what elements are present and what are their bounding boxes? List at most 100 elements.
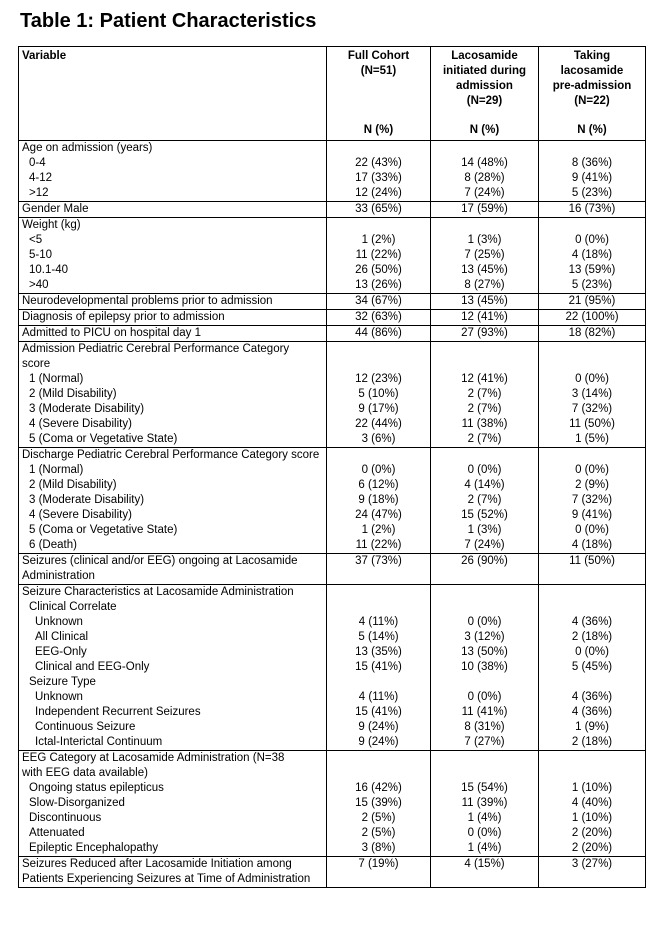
table-row: Unknown 4 (11%) 0 (0%) 4 (36%) [19, 615, 646, 630]
row-label: Admission Pediatric Cerebral Performance… [22, 343, 290, 370]
cell-value [326, 675, 431, 690]
table-group: Seizure Characteristics at Lacosamide Ad… [18, 584, 646, 751]
table-row: 4-12 17 (33%) 8 (28%) 9 (41%) [19, 171, 646, 186]
cell-value: 4 (11%) [326, 615, 431, 630]
cell-value: 15 (54%) [430, 781, 539, 796]
table-row: Unknown 4 (11%) 0 (0%) 4 (36%) [19, 690, 646, 705]
cell-value [430, 600, 539, 615]
row-label: All Clinical [35, 631, 89, 643]
cell-value: 1 (9%) [538, 720, 646, 735]
cell-value [326, 341, 431, 372]
patient-characteristics-table: Variable Full Cohort (N=51) N (%) Lacosa… [18, 46, 646, 888]
cell-value [430, 750, 539, 781]
cell-value: 18 (82%) [538, 325, 646, 342]
table-row: 5-10 11 (22%) 7 (25%) 4 (18%) [19, 248, 646, 263]
table-group: Seizures Reduced after Lacosamide Initia… [18, 856, 646, 888]
cell-value: 12 (24%) [326, 186, 431, 202]
cell-value: 16 (73%) [538, 201, 646, 218]
table-row: 10.1-40 26 (50%) 13 (45%) 13 (59%) [19, 263, 646, 278]
cell-value: 8 (27%) [430, 278, 539, 294]
column-title: Taking lacosamide pre-admission (N=22) [552, 50, 632, 107]
table-group: EEG Category at Lacosamide Administratio… [18, 750, 646, 857]
cell-value: 9 (41%) [538, 171, 646, 186]
row-label: Continuous Seizure [35, 721, 136, 733]
column-header-variable: Variable [22, 50, 67, 62]
table-row: Attenuated 2 (5%) 0 (0%) 2 (20%) [19, 826, 646, 841]
cell-value: 34 (67%) [326, 293, 431, 310]
cell-value: 9 (41%) [538, 508, 646, 523]
table-row: Weight (kg) [19, 217, 646, 233]
cell-value: 0 (0%) [430, 690, 539, 705]
cell-value: 7 (24%) [430, 186, 539, 202]
cell-value: 2 (18%) [538, 735, 646, 751]
table-row: Age on admission (years) [19, 140, 646, 156]
cell-value: 17 (33%) [326, 171, 431, 186]
cell-value: 6 (12%) [326, 478, 431, 493]
cell-value: 0 (0%) [538, 523, 646, 538]
table-row: 2 (Mild Disability) 6 (12%) 4 (14%) 2 (9%) [19, 478, 646, 493]
table-group: Age on admission (years) 0-4 22 (43%) 14 (4… [18, 140, 646, 202]
cell-value: 12 (41%) [430, 309, 539, 326]
column-title: Lacosamide initiated during admission (N… [442, 50, 527, 107]
table-row: All Clinical 5 (14%) 3 (12%) 2 (18%) [19, 630, 646, 645]
table-group: Diagnosis of epilepsy prior to admission… [18, 309, 646, 326]
cell-value: 7 (25%) [430, 248, 539, 263]
row-label: 3 (Moderate Disability) [29, 494, 145, 506]
row-label: Age on admission (years) [22, 142, 153, 154]
cell-value [538, 750, 646, 781]
cell-value: 4 (11%) [326, 690, 431, 705]
table-row: Seizure Characteristics at Lacosamide Ad… [19, 584, 646, 600]
cell-value: 2 (18%) [538, 630, 646, 645]
cell-value [326, 584, 431, 600]
cell-value: 2 (20%) [538, 841, 646, 857]
cell-value: 4 (18%) [538, 538, 646, 554]
cell-value: 7 (32%) [538, 402, 646, 417]
cell-value: 3 (8%) [326, 841, 431, 857]
row-label: 0-4 [29, 157, 46, 169]
table-row: Gender Male 33 (65%) 17 (59%) 16 (73%) [19, 201, 646, 218]
row-label: >12 [29, 187, 49, 199]
table-row: >40 13 (26%) 8 (27%) 5 (23%) [19, 278, 646, 294]
cell-value [326, 447, 431, 463]
cell-value: 9 (17%) [326, 402, 431, 417]
row-label: Seizure Characteristics at Lacosamide Ad… [22, 586, 294, 598]
cell-value: 24 (47%) [326, 508, 431, 523]
row-label: Attenuated [29, 827, 85, 839]
cell-value: 5 (10%) [326, 387, 431, 402]
cell-value [538, 217, 646, 233]
cell-value [538, 584, 646, 600]
table-row: Admission Pediatric Cerebral Performance… [19, 341, 646, 372]
cell-value: 12 (41%) [430, 372, 539, 387]
table-row: Seizure Type [19, 675, 646, 690]
table-group: Weight (kg) <5 1 (2%) 1 (3%) 0 (0%) 5-10 11 (2… [18, 217, 646, 294]
cell-value: 1 (4%) [430, 811, 539, 826]
table-row: Seizures Reduced after Lacosamide Initia… [19, 856, 646, 888]
cell-value: 3 (14%) [538, 387, 646, 402]
cell-value: 3 (27%) [538, 856, 646, 888]
cell-value: 22 (43%) [326, 156, 431, 171]
column-header-full-cohort: Full Cohort (N=51) N (%) [326, 46, 431, 141]
cell-value: 22 (44%) [326, 417, 431, 432]
table-row: Ongoing status epilepticus 16 (42%) 15 (54… [19, 781, 646, 796]
row-label: 4-12 [29, 172, 53, 184]
cell-value: 9 (24%) [326, 735, 431, 751]
cell-value: 4 (40%) [538, 796, 646, 811]
cell-value [430, 217, 539, 233]
row-label: Ongoing status epilepticus [29, 782, 164, 794]
table-row: <5 1 (2%) 1 (3%) 0 (0%) [19, 233, 646, 248]
table-row: Slow-Disorganized 15 (39%) 11 (39%) 4 (40%) [19, 796, 646, 811]
table-row: 5 (Coma or Vegetative State) 1 (2%) 1 (3%)… [19, 523, 646, 538]
cell-value: 0 (0%) [430, 463, 539, 478]
cell-value: 44 (86%) [326, 325, 431, 342]
cell-value: 15 (52%) [430, 508, 539, 523]
cell-value: 15 (41%) [326, 705, 431, 720]
row-label: Discharge Pediatric Cerebral Performance… [22, 449, 320, 461]
cell-value: 2 (20%) [538, 826, 646, 841]
row-label: 5 (Coma or Vegetative State) [29, 524, 178, 536]
cell-value: 7 (24%) [430, 538, 539, 554]
cell-value: 11 (22%) [326, 538, 431, 554]
cell-value [430, 140, 539, 156]
row-label: Weight (kg) [22, 219, 81, 231]
cell-value: 37 (73%) [326, 553, 431, 585]
cell-value: 13 (35%) [326, 645, 431, 660]
